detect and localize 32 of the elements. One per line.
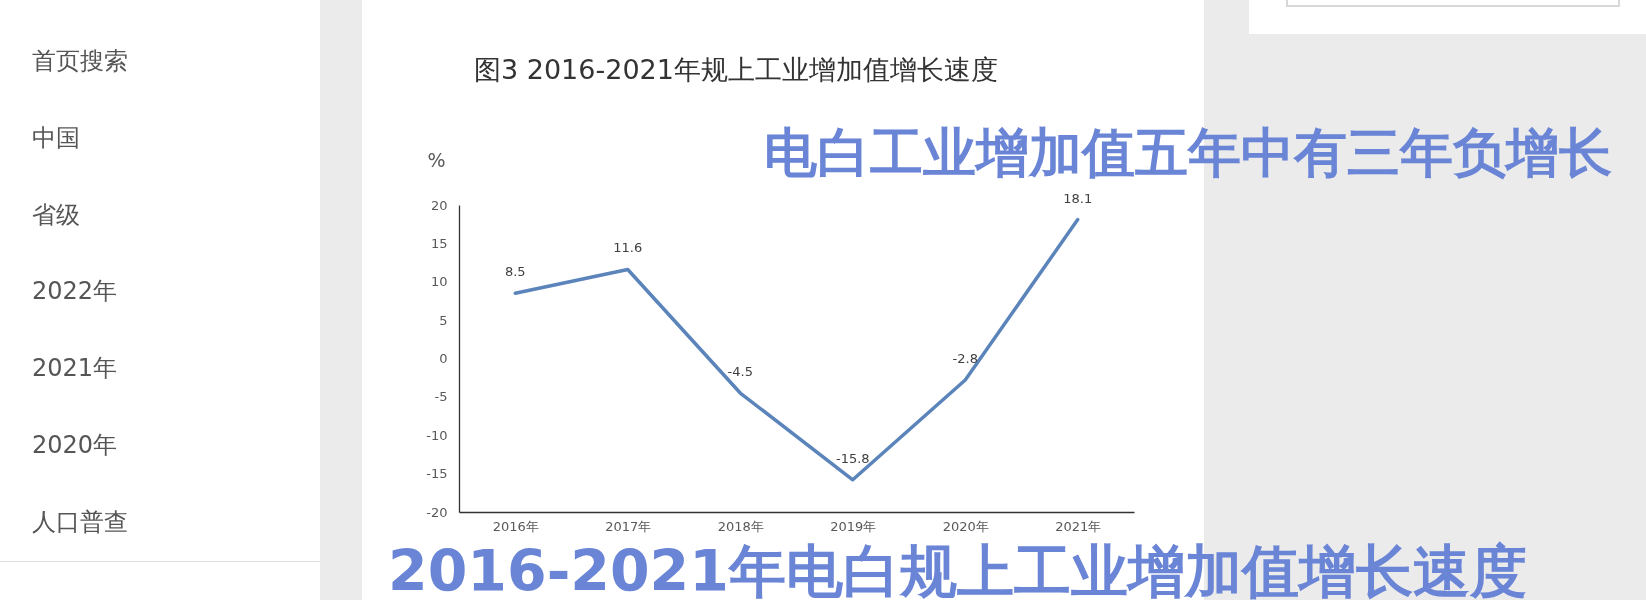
data-label: 11.6 [613, 240, 643, 256]
x-tick-label: 2018年 [717, 518, 764, 534]
data-label: 8.5 [504, 264, 526, 280]
y-tick-label: 0 [439, 351, 448, 366]
y-tick-label: -5 [434, 389, 448, 405]
x-tick-label: 2020年 [942, 518, 989, 534]
chart-title: 图3 2016-2021年规上工业增加值增长速度 [474, 54, 998, 85]
data-label: 18.1 [1063, 190, 1093, 206]
text: 人口普查 [32, 507, 128, 536]
text: 2020年 [32, 431, 118, 459]
text: 电白工业增加值五年中有三年负增长 [764, 121, 1612, 183]
data-label: -2.8 [952, 350, 978, 366]
y-tick-label: -20 [426, 504, 448, 520]
y-tick-label: 5 [439, 312, 448, 328]
data-label: -15.8 [835, 450, 870, 466]
y-tick-label: -10 [426, 427, 448, 443]
y-tick-label: 20 [430, 197, 448, 213]
y-tick-label: -15 [426, 466, 448, 482]
y-tick-label: 10 [430, 274, 448, 290]
text: 中国 [32, 123, 80, 152]
text: 首页搜索 [32, 47, 128, 75]
data-label: -4.5 [727, 364, 753, 380]
x-tick-label: 2016年 [492, 518, 539, 534]
text: 2016-2021年电白规上工业增加值增长速度 [388, 537, 1527, 600]
x-tick-label: 2021年 [1055, 518, 1102, 534]
x-tick-label: 2019年 [830, 518, 877, 534]
text: 省级 [32, 200, 80, 229]
text: 2022年 [32, 277, 118, 306]
y-tick-label: 15 [430, 235, 448, 251]
x-tick-label: 2017年 [605, 518, 652, 534]
y-axis-title: % [427, 148, 446, 171]
text: 2021年 [32, 354, 118, 383]
